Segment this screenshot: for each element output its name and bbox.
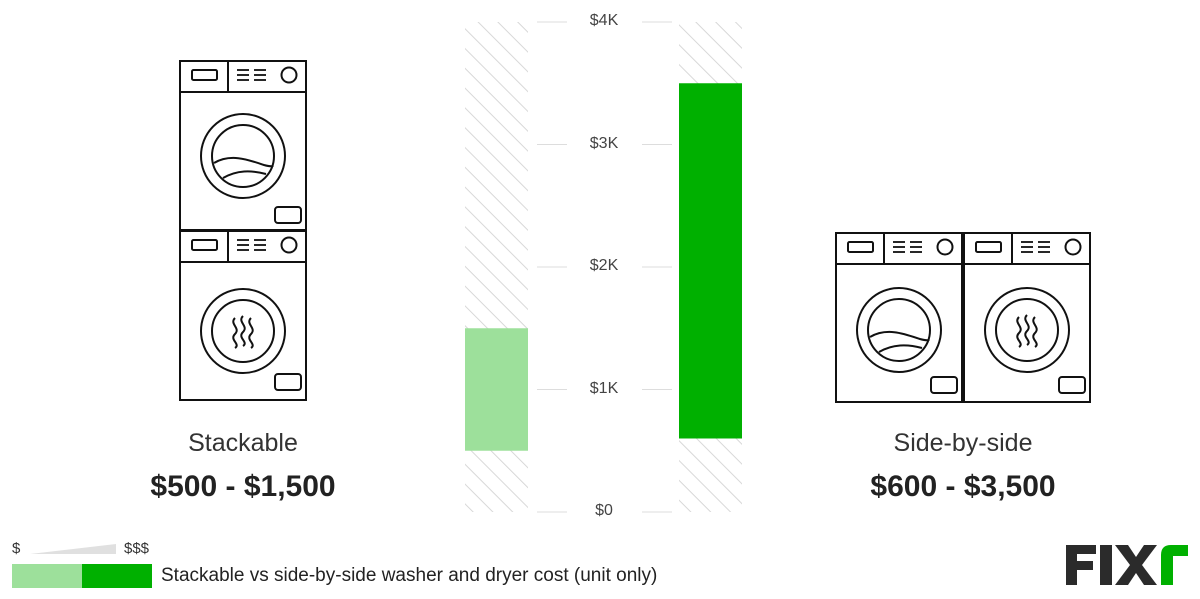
legend-caption: Stackable vs side-by-side washer and dry… — [161, 565, 658, 586]
stacked-washer-dryer-icon — [179, 60, 307, 401]
side-by-side-washer-dryer-icon — [835, 232, 1091, 403]
side-by-side-label: Side-by-side — [893, 429, 1033, 457]
y-tick-label: $3K — [589, 134, 619, 152]
y-tick-label: $0 — [595, 502, 613, 519]
y-tick-label: $2K — [589, 257, 619, 274]
stackable-price: $500 - $1,500 — [150, 470, 336, 503]
cost-range-chart — [465, 21, 742, 513]
stackable-label: Stackable — [188, 429, 298, 457]
side-by-side-price: $600 - $3,500 — [870, 470, 1056, 503]
bar-side-by-side — [679, 83, 742, 439]
y-tick-label: $1K — [589, 379, 619, 397]
y-tick-label: $4K — [589, 12, 619, 29]
price-scale-wedge — [30, 544, 116, 554]
legend-high-label: $$$ — [124, 540, 150, 557]
fixr-logo — [1066, 545, 1188, 585]
bar-stackable — [465, 328, 528, 451]
legend-swatch-stackable — [12, 564, 82, 588]
legend-low-label: $ — [12, 540, 21, 557]
legend-swatch-side-by-side — [82, 564, 152, 588]
